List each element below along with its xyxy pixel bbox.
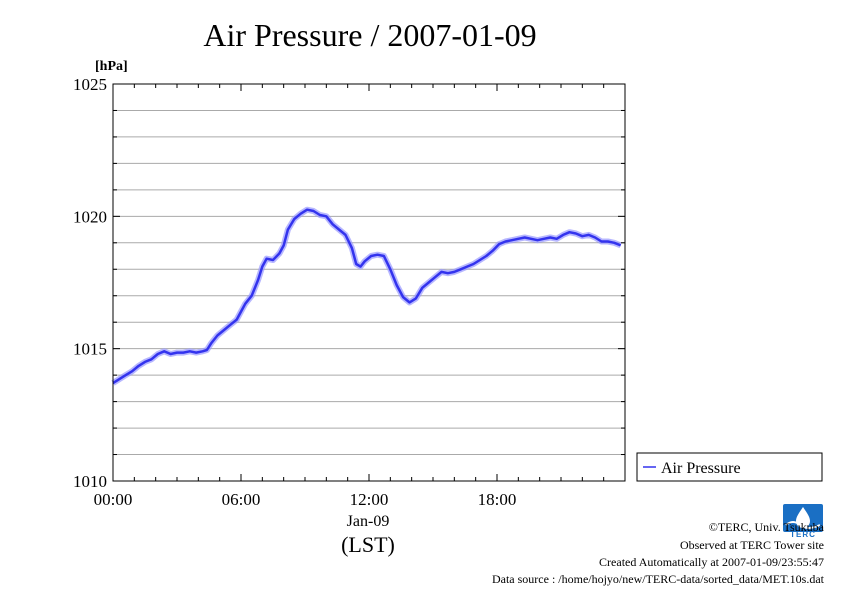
y-tick-labels: 1010 1015 1020 1025 <box>73 75 107 491</box>
footer-created: Created Automatically at 2007-01-09/23:5… <box>599 555 824 569</box>
footer-source: Data source : /home/hojyo/new/TERC-data/… <box>491 572 824 586</box>
series-lines <box>111 206 622 386</box>
logo-text: TERC <box>790 530 816 539</box>
y-tick-label: 1020 <box>73 207 107 226</box>
grid-lines <box>113 109 625 456</box>
terc-logo-icon: TERC <box>782 503 824 539</box>
plot-border <box>112 83 626 482</box>
x-tick-label: 06:00 <box>222 490 261 509</box>
x-tick-label: 00:00 <box>94 490 133 509</box>
chart-title: Air Pressure / 2007-01-09 <box>203 17 536 53</box>
x-tick-label: 12:00 <box>350 490 389 509</box>
legend: Air Pressure <box>636 452 823 482</box>
y-tick-label: 1010 <box>73 472 107 491</box>
series-halo <box>111 206 622 386</box>
x-tick-labels: 00:00 06:00 12:00 18:00 <box>94 490 517 509</box>
y-tick-label: 1015 <box>73 340 107 359</box>
y-axis-unit: [hPa] <box>95 59 128 74</box>
legend-box <box>636 452 823 482</box>
y-tick-label: 1025 <box>73 75 107 94</box>
x-tick-label: 18:00 <box>478 490 517 509</box>
x-date-label: Jan-09 <box>347 513 390 530</box>
footer-copyright: ©TERC, Univ. Tsukuba <box>708 520 824 534</box>
legend-label: Air Pressure <box>661 460 741 477</box>
plot-frame <box>112 83 626 482</box>
footer-observed: Observed at TERC Tower site <box>679 538 824 552</box>
x-axis-label: (LST) <box>341 532 395 557</box>
series-line-air-pressure <box>112 208 622 385</box>
